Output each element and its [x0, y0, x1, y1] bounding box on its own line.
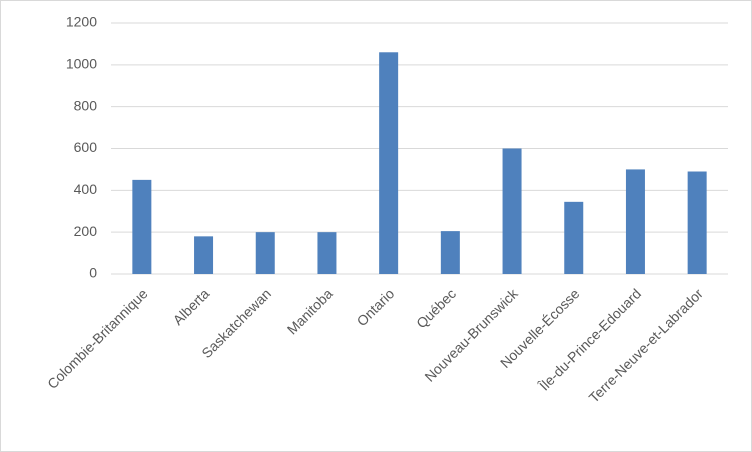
bar	[255, 232, 275, 274]
bar	[564, 201, 584, 274]
bar	[194, 236, 214, 274]
y-tick-label: 200	[74, 223, 98, 239]
y-tick-label: 800	[74, 97, 98, 113]
bar	[625, 169, 645, 274]
y-tick-label: 1000	[66, 56, 97, 72]
bar	[317, 232, 337, 274]
y-tick-label: 400	[74, 181, 98, 197]
y-tick-label: 1200	[66, 14, 97, 30]
bar	[502, 148, 522, 274]
bar	[379, 52, 399, 275]
bar	[440, 231, 460, 274]
bar	[132, 179, 152, 274]
y-tick-label: 0	[89, 265, 97, 281]
y-tick-label: 600	[74, 139, 98, 155]
bar	[687, 171, 707, 274]
